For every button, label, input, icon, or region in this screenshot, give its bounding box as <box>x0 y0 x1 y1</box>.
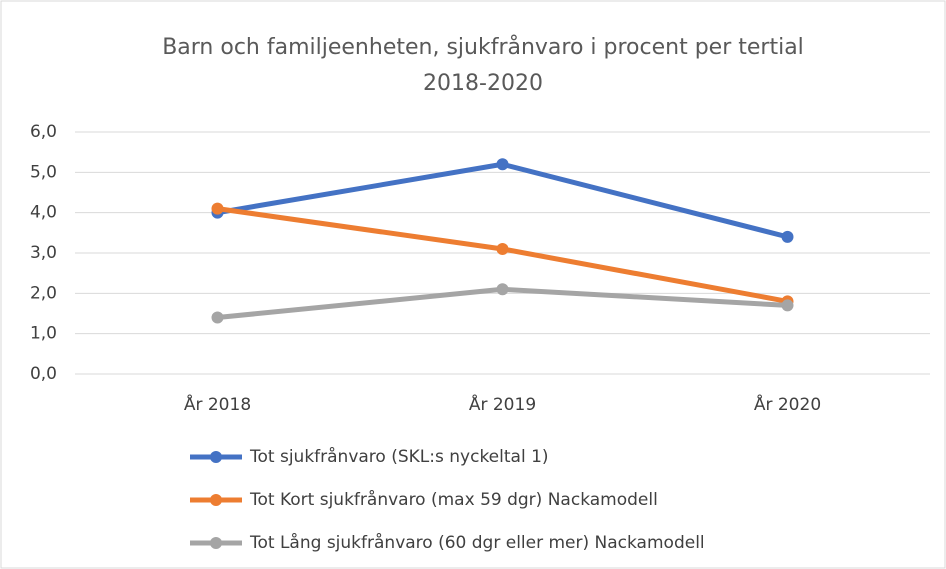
chart-title: 2018-2020 <box>423 71 543 96</box>
y-tick-label: 5,0 <box>30 162 57 182</box>
y-tick-label: 4,0 <box>30 203 57 223</box>
y-tick-label: 0,0 <box>30 364 57 384</box>
point <box>496 158 509 171</box>
legend-marker <box>210 537 222 549</box>
chart-title: Barn och familjeenheten, sjukfrånvaro i … <box>162 34 804 60</box>
y-tick-label: 1,0 <box>30 324 57 344</box>
y-tick-label: 3,0 <box>30 243 57 263</box>
point <box>211 311 224 324</box>
point <box>781 230 794 243</box>
x-tick-label: År 2019 <box>469 393 536 415</box>
x-tick-label: År 2020 <box>754 393 821 415</box>
x-tick-label: År 2018 <box>184 393 251 415</box>
point <box>496 283 509 296</box>
point <box>496 242 509 255</box>
point <box>781 299 794 312</box>
legend-label: Tot Lång sjukfrånvaro (60 dgr eller mer)… <box>249 532 705 553</box>
point <box>211 202 224 215</box>
legend-marker <box>210 494 222 506</box>
legend-marker <box>210 451 222 463</box>
y-tick-label: 6,0 <box>30 122 57 142</box>
y-tick-label: 2,0 <box>30 283 57 303</box>
legend-label: Tot sjukfrånvaro (SKL:s nyckeltal 1) <box>249 446 549 467</box>
legend-label: Tot Kort sjukfrånvaro (max 59 dgr) Nacka… <box>249 489 658 510</box>
